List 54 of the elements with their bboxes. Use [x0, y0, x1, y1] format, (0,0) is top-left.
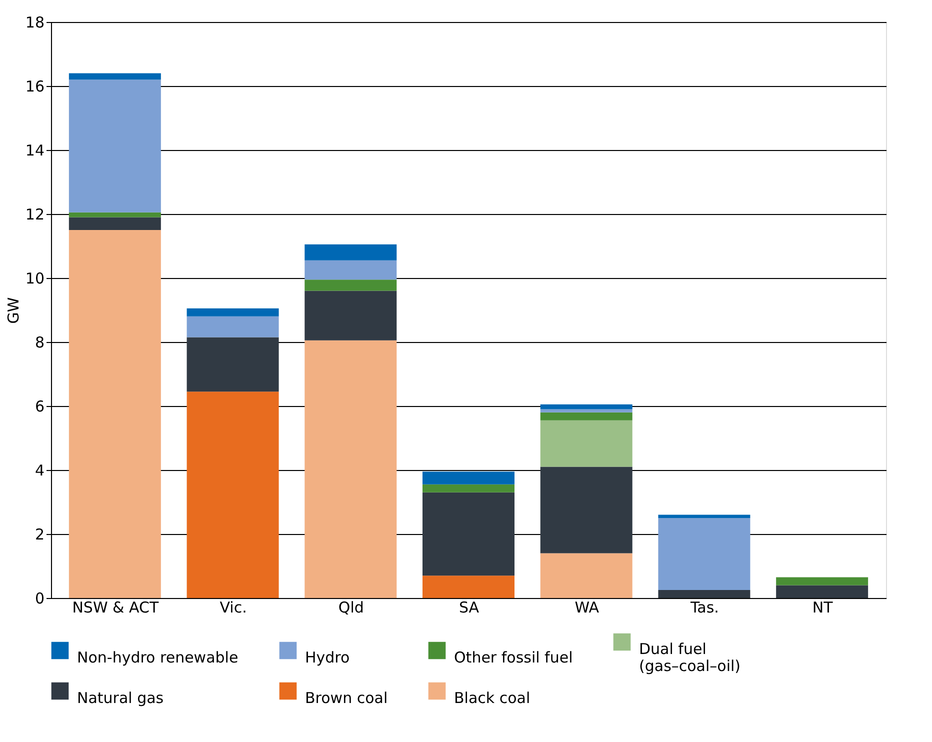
bar: [658, 590, 750, 598]
bar: [68, 73, 161, 80]
bar: [186, 308, 279, 316]
legend-label: Natural gas: [77, 689, 164, 707]
legend-label: Black coal: [454, 689, 530, 707]
y-tick-label: 4: [34, 462, 44, 480]
bar: [68, 230, 161, 598]
bar: [304, 260, 397, 280]
y-tick-label: 12: [25, 206, 44, 224]
bar: [540, 412, 632, 420]
legend-label: Dual fuel (gas–coal–oil): [639, 640, 741, 675]
bar: [422, 576, 514, 598]
x-tick-label: Vic.: [220, 598, 247, 616]
bar: [186, 316, 279, 338]
bar: [68, 217, 161, 230]
bar: [658, 518, 750, 590]
x-tick-label: Qld: [338, 598, 364, 616]
bar: [776, 577, 868, 586]
bar: [422, 484, 514, 492]
bar: [68, 212, 161, 218]
bar: [422, 492, 514, 576]
y-tick-label: 16: [25, 78, 44, 96]
x-tick-label: NT: [812, 598, 834, 616]
y-tick-label: 6: [34, 398, 44, 416]
x-tick-label: Tas.: [689, 598, 719, 616]
y-tick-label: 8: [34, 334, 44, 352]
bar: [540, 409, 632, 412]
y-tick-label: 14: [25, 142, 44, 160]
x-tick-label: NSW & ACT: [72, 598, 160, 616]
y-tick-label: 10: [25, 270, 44, 288]
bar: [540, 466, 632, 554]
bar: [186, 337, 279, 392]
bar: [304, 244, 397, 260]
legend-label: Brown coal: [305, 689, 388, 707]
bar: [304, 290, 397, 340]
bar: [304, 280, 397, 291]
y-tick-label: 2: [34, 526, 44, 544]
bar: [422, 472, 514, 484]
bar: [540, 553, 632, 598]
bar: [68, 80, 161, 212]
bar: [776, 585, 868, 598]
y-axis-title: GW: [4, 297, 22, 324]
y-tick-label: 18: [25, 14, 44, 32]
legend-label: Other fossil fuel: [454, 648, 573, 666]
legend-label: Hydro: [305, 648, 350, 666]
bar: [304, 340, 397, 598]
bar: [540, 404, 632, 410]
x-tick-label: SA: [458, 598, 480, 616]
y-tick-label: 0: [34, 590, 44, 608]
legend-label: Non-hydro renewable: [77, 648, 238, 666]
bar: [658, 514, 750, 518]
bar: [186, 392, 279, 598]
bar: [540, 420, 632, 467]
x-tick-label: WA: [574, 598, 600, 616]
